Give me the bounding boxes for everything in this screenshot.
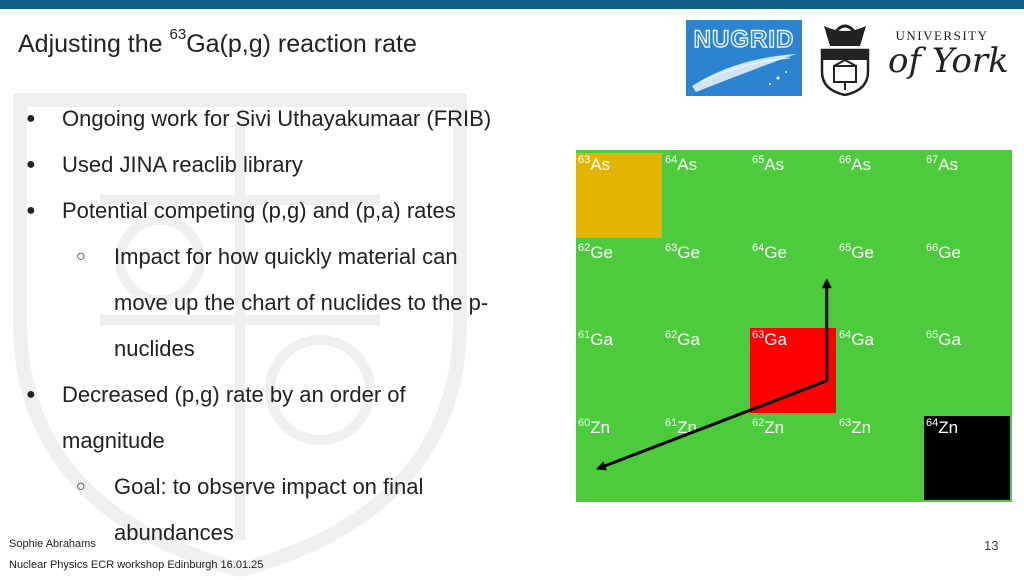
bullet-text: Potential competing (p,g) and (p,a) rate…: [62, 198, 456, 223]
bullet-text: Used JINA reaclib library: [62, 152, 303, 177]
bullet-circle-icon: ○: [76, 248, 86, 265]
nuclide-cell-64-ga: 64Ga: [837, 328, 923, 413]
nuclide-label: 63As: [578, 154, 611, 174]
nuclide-cell-65-ga: 65Ga: [924, 328, 1010, 413]
nuclide-label: 64Zn: [926, 416, 959, 437]
nuclide-label: 65Ge: [839, 241, 874, 262]
nuclide-cell-66-as: 66As: [837, 153, 923, 238]
chart-of-nuclides: 63As 64As 65As 66As 67As 62Ge 63Ge 64Ge 65Ge 66Ge…: [576, 150, 1012, 502]
bullet-circle-icon: ○: [76, 478, 86, 495]
bullet-text: Impact for how quickly material can: [114, 244, 458, 269]
pa-arrow: [595, 379, 828, 471]
nuclide-label: 61Ga: [578, 329, 613, 349]
nuclide-label: 60Zn: [578, 416, 611, 437]
top-accent-bar: [0, 0, 1024, 9]
nuclide-label: 63Ga: [752, 329, 787, 349]
york-logo-script-text: of York: [888, 41, 1009, 81]
nuclide-cell-64-zn: 64Zn: [924, 415, 1010, 500]
nuclide-label: 66As: [839, 154, 872, 174]
bullet-text: move up the chart of nuclides to the p-: [114, 290, 489, 315]
bullet-text: nuclides: [114, 336, 195, 361]
footer-author: Sophie Abrahams: [9, 538, 96, 550]
york-crest-logo: [820, 24, 870, 96]
bullet-dot-icon: ●: [26, 386, 36, 403]
nuclide-label: 66Ge: [926, 241, 961, 262]
page-number: 13: [984, 538, 999, 553]
bullet-text: Ongoing work for Sivi Uthayakumaar (FRIB…: [62, 106, 492, 131]
nuclide-cell-64-as: 64As: [663, 153, 749, 238]
nuclide-cell-63-ge: 63Ge: [663, 240, 749, 325]
nugrid-logo-text: NUGRID: [694, 26, 795, 53]
nuclide-cell-63-ga: 63Ga: [750, 328, 836, 413]
bullet-text: Decreased (p,g) rate by an order of: [62, 382, 406, 407]
title-superscript: 63: [169, 26, 187, 43]
nuclide-label: 64As: [665, 154, 698, 174]
nuclide-cell-62-zn: 62Zn: [750, 415, 836, 500]
footer-event: Nuclear Physics ECR workshop Edinburgh 1…: [9, 559, 264, 571]
nuclide-cell-64-ge: 64Ge: [750, 240, 836, 325]
nuclide-cell-61-ga: 61Ga: [576, 328, 662, 413]
nuclide-cell-61-zn: 61Zn: [663, 415, 749, 500]
bullet-text: magnitude: [62, 428, 165, 453]
nuclide-cell-60-zn: 60Zn: [576, 415, 662, 500]
nuclide-label: 65As: [752, 154, 785, 174]
nuclide-cell-67-as: 67As: [924, 153, 1010, 238]
nuclide-cell-66-ge: 66Ge: [924, 240, 1010, 325]
slide-title: Adjusting the 63Ga(p,g) reaction rate: [18, 26, 417, 58]
nuclide-cell-62-ge: 62Ge: [576, 240, 662, 325]
nuclide-cell-65-as: 65As: [750, 153, 836, 238]
nuclide-cell-65-ge: 65Ge: [837, 240, 923, 325]
bullet-dot-icon: ●: [26, 202, 36, 219]
nuclide-label: 62Ga: [665, 329, 700, 349]
nuclide-label: 63Ge: [665, 241, 700, 262]
nuclide-label: 65Ga: [926, 329, 961, 349]
university-of-york-logo: UNIVERSITY of York: [886, 28, 1009, 96]
reaction-arrows: [595, 278, 832, 471]
nuclide-label: 62Ge: [578, 241, 613, 262]
nuclide-label: 64Ga: [839, 329, 874, 349]
nuclide-cell-63-as: 63As: [576, 153, 662, 238]
bullet-text: abundances: [114, 520, 234, 545]
nuclide-cell-63-zn: 63Zn: [837, 415, 923, 500]
nuclide-label: 64Ge: [752, 241, 787, 262]
nuclide-label: 67As: [926, 154, 959, 174]
nuclide-cell-62-ga: 62Ga: [663, 328, 749, 413]
nuclide-label: 63Zn: [839, 416, 872, 437]
bullet-text: Goal: to observe impact on final: [114, 474, 424, 499]
nuclide-label: 62Zn: [752, 416, 785, 437]
nugrid-logo: NUGRID: [686, 20, 802, 96]
bullet-dot-icon: ●: [26, 156, 36, 173]
bullet-dot-icon: ●: [26, 110, 36, 127]
crest-watermark: [13, 93, 467, 578]
york-logo-top-text: UNIVERSITY: [895, 28, 989, 43]
